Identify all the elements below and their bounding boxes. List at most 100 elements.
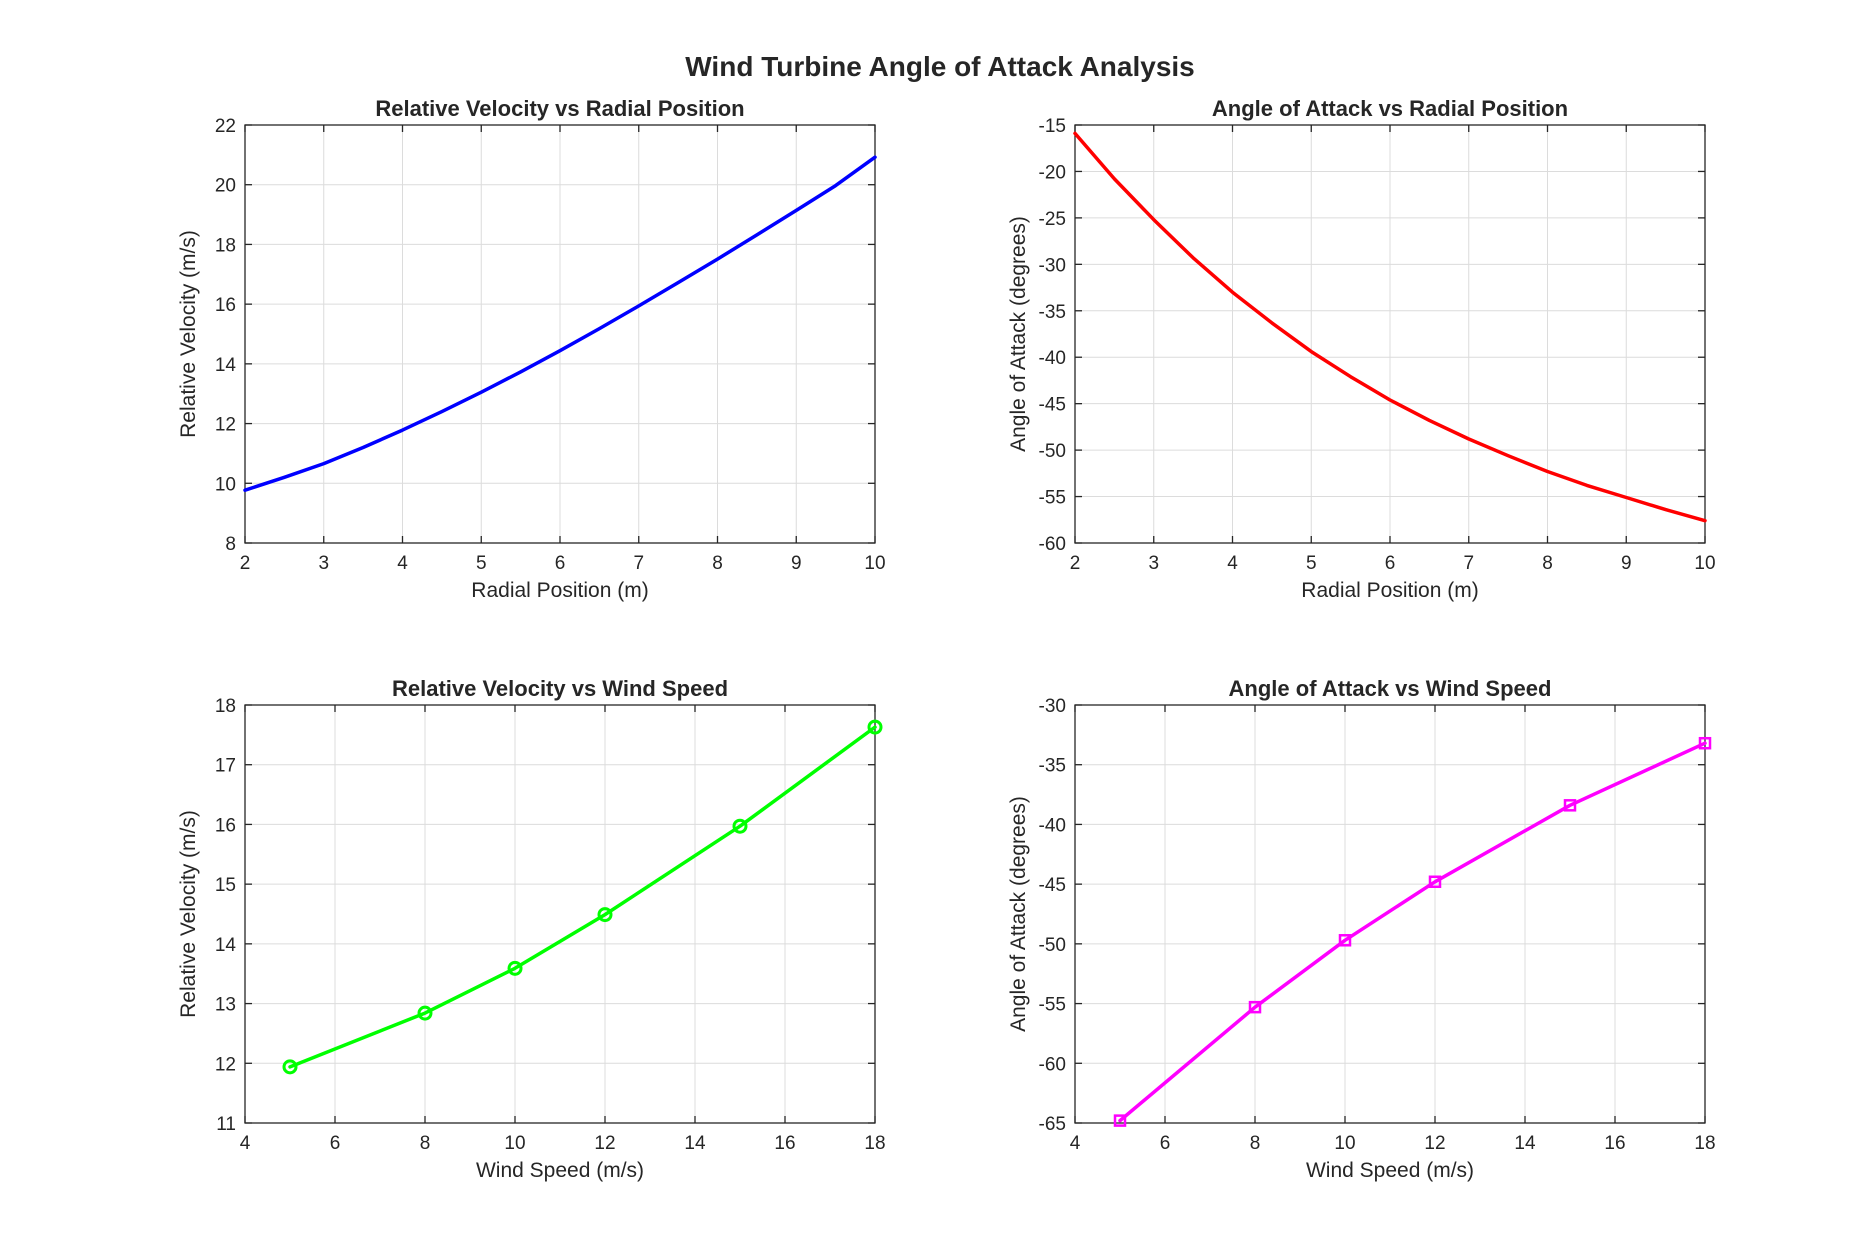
x-tick-label: 5: [1306, 553, 1317, 574]
axes-frame: [244, 704, 876, 1124]
x-tick-label: 4: [1070, 1133, 1081, 1154]
data-point-marker: [1563, 799, 1577, 812]
data-point-marker: [1698, 736, 1712, 750]
subplot-title: Relative Velocity vs Wind Speed: [392, 676, 728, 701]
series-line: [288, 725, 877, 1069]
y-tick-label: -25: [1039, 209, 1066, 230]
y-tick-label: -30: [1039, 696, 1066, 717]
subplot-aoa-wind: 4 6 8 10 12 14 16 18 -65 -60 -55 -50 -45 -40 -35 -30 Ang…: [1007, 676, 1716, 1182]
y-tick-label: 18: [215, 696, 236, 717]
x-tick-label: 12: [594, 1133, 615, 1154]
x-tick-label: 10: [1334, 1133, 1355, 1154]
x-tick-label: 9: [791, 553, 802, 574]
x-tick-label: 7: [633, 553, 644, 574]
series-line: [1073, 131, 1707, 523]
x-tick-label: 8: [1250, 1133, 1261, 1154]
data-point-marker: [597, 907, 613, 923]
y-tick-label: 14: [215, 935, 237, 956]
x-tick-label: 6: [1160, 1133, 1171, 1154]
subplot-relvel-radial: 2 3 4 5 6 7 8 9 10 8 10 12 14 16 18 20 22 Relative Veloci…: [177, 96, 886, 602]
y-axis-label: Angle of Attack (degrees): [1007, 796, 1030, 1032]
y-tick-label: 12: [215, 415, 236, 436]
x-tick-label: 4: [397, 553, 408, 574]
y-tick-label: 22: [215, 116, 236, 137]
x-axis-label: Wind Speed (m/s): [476, 1159, 644, 1182]
x-tick-label: 14: [684, 1133, 706, 1154]
x-tick-label: 8: [420, 1133, 431, 1154]
y-tick-label: -35: [1039, 302, 1066, 323]
x-tick-label: 5: [476, 553, 487, 574]
y-tick-label: 14: [215, 355, 237, 376]
data-point-marker: [1428, 875, 1442, 889]
y-axis-label: Relative Velocity (m/s): [177, 230, 200, 438]
data-point-marker: [282, 1059, 298, 1075]
y-tick-label: 11: [216, 1114, 236, 1135]
x-tick-label: 12: [1424, 1133, 1445, 1154]
x-tick-label: 3: [1148, 553, 1159, 574]
y-tick-label: -50: [1039, 441, 1066, 462]
y-tick-label: 13: [215, 995, 236, 1016]
x-tick-label: 6: [555, 553, 566, 574]
y-tick-label: 8: [225, 534, 236, 555]
x-tick-label: 4: [1227, 553, 1238, 574]
y-axis-label: Angle of Attack (degrees): [1007, 216, 1030, 452]
y-tick-label: -15: [1039, 116, 1066, 137]
y-tick-label: -40: [1039, 815, 1066, 836]
data-point-marker: [1338, 934, 1352, 947]
x-tick-label: 8: [1542, 553, 1553, 574]
y-tick-label: -55: [1039, 995, 1066, 1016]
y-axis-label: Relative Velocity (m/s): [177, 810, 200, 1018]
series-line: [243, 155, 877, 492]
x-tick-label: 2: [1070, 553, 1081, 574]
y-tick-label: -45: [1039, 875, 1066, 896]
x-tick-label: 6: [1385, 553, 1396, 574]
x-tick-label: 16: [774, 1133, 795, 1154]
subplot-title: Angle of Attack vs Radial Position: [1212, 96, 1568, 121]
y-tick-label: -60: [1039, 1054, 1066, 1075]
data-point-marker: [1113, 1114, 1127, 1127]
x-tick-label: 9: [1621, 553, 1632, 574]
x-tick-label: 7: [1463, 553, 1474, 574]
y-tick-label: 20: [215, 176, 236, 197]
y-tick-label: 17: [215, 756, 236, 777]
data-point-marker: [867, 719, 883, 735]
x-tick-label: 6: [330, 1133, 341, 1154]
y-tick-label: -30: [1039, 255, 1066, 276]
x-tick-label: 10: [1694, 553, 1715, 574]
y-tick-label: -60: [1039, 534, 1066, 555]
x-tick-label: 10: [864, 553, 885, 574]
y-tick-label: 18: [215, 235, 236, 256]
x-axis-label: Radial Position (m): [1301, 579, 1478, 602]
x-tick-label: 16: [1604, 1133, 1625, 1154]
data-point-marker: [417, 1005, 433, 1021]
y-tick-label: -40: [1039, 348, 1066, 369]
subplots: 2 3 4 5 6 7 8 9 10 8 10 12 14 16 18 20 22 Relative Veloci…: [177, 96, 1716, 1182]
series-line: [1118, 741, 1707, 1123]
y-tick-label: 15: [215, 875, 236, 896]
data-point-marker: [1248, 1000, 1262, 1014]
y-tick-label: -50: [1039, 935, 1066, 956]
subplot-title: Angle of Attack vs Wind Speed: [1229, 676, 1552, 701]
subplot-title: Relative Velocity vs Radial Position: [375, 96, 744, 121]
y-tick-label: -55: [1039, 488, 1066, 509]
x-axis-label: Radial Position (m): [471, 579, 648, 602]
y-tick-label: 10: [215, 474, 236, 495]
axes-frame: [1074, 704, 1706, 1124]
x-tick-label: 8: [712, 553, 723, 574]
y-tick-label: -45: [1039, 395, 1066, 416]
figure-title: Wind Turbine Angle of Attack Analysis: [685, 51, 1195, 82]
y-tick-label: -65: [1039, 1114, 1066, 1135]
data-point-marker: [507, 960, 523, 976]
x-tick-label: 18: [1694, 1133, 1715, 1154]
x-tick-label: 18: [864, 1133, 885, 1154]
y-tick-label: -35: [1039, 756, 1066, 777]
y-tick-label: 16: [215, 815, 236, 836]
x-axis-label: Wind Speed (m/s): [1306, 1159, 1474, 1182]
y-tick-label: 12: [215, 1054, 236, 1075]
x-tick-label: 10: [504, 1133, 525, 1154]
subplot-aoa-radial: 2 3 4 5 6 7 8 9 10 -60 -55 -50 -45 -40 -35 -30 -25 -20 -15…: [1007, 96, 1716, 602]
x-tick-label: 14: [1514, 1133, 1536, 1154]
x-tick-label: 2: [240, 553, 251, 574]
